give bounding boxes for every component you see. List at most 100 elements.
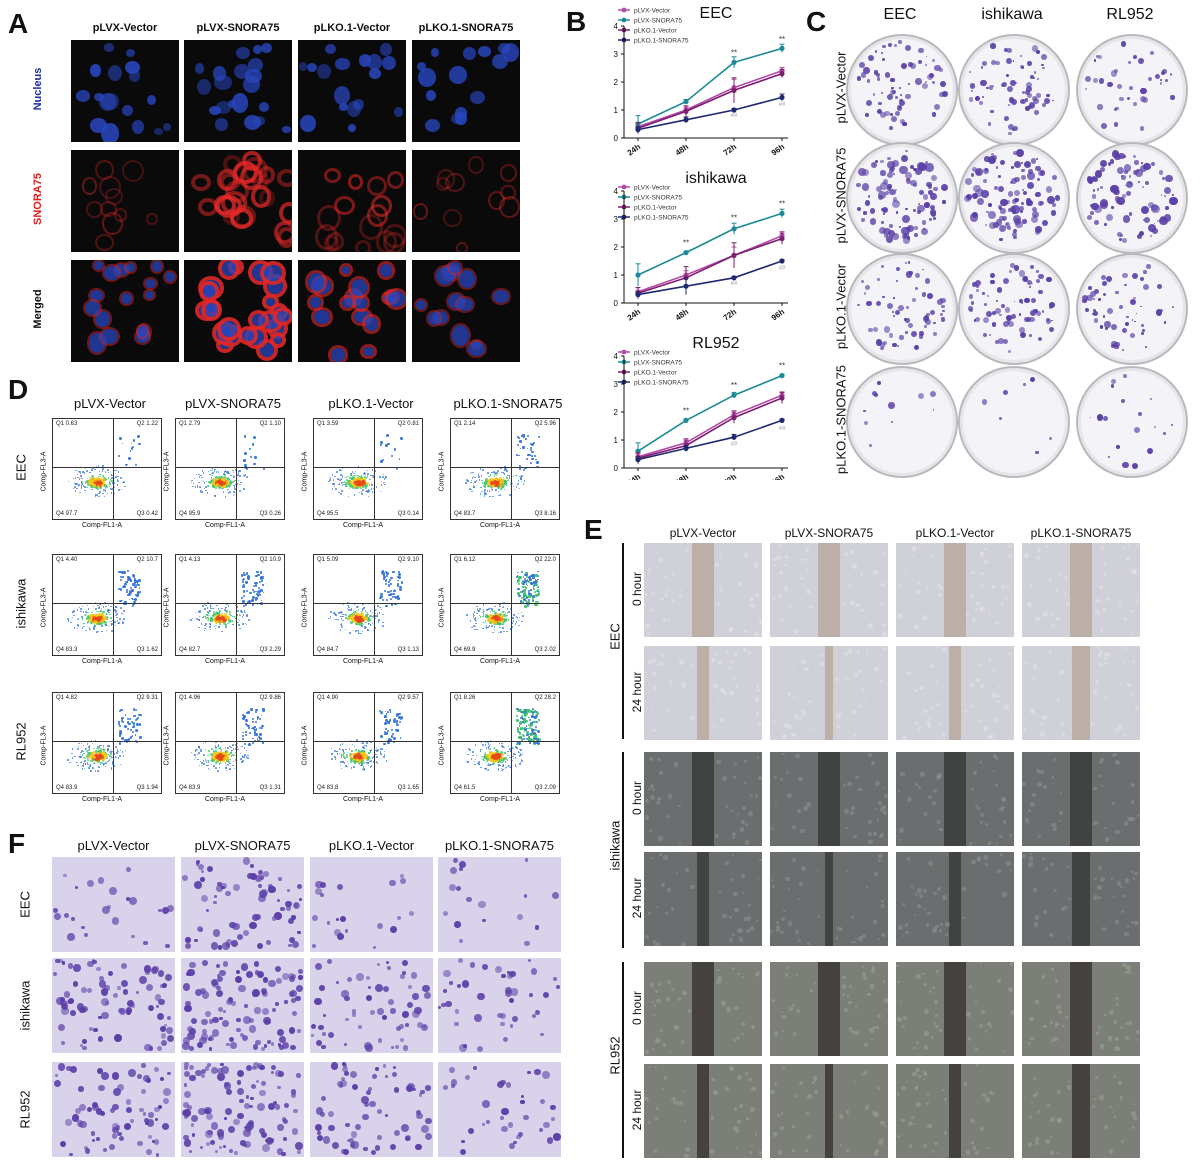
event-dot bbox=[518, 454, 521, 457]
event-dot bbox=[104, 471, 107, 473]
colony bbox=[880, 159, 884, 164]
event-dot bbox=[353, 472, 355, 475]
event-dot bbox=[233, 486, 236, 488]
colony bbox=[1122, 272, 1128, 278]
event-dot bbox=[237, 479, 240, 482]
event-dot bbox=[70, 621, 72, 624]
event-dot bbox=[77, 624, 79, 626]
cell-blob bbox=[310, 296, 321, 309]
colony bbox=[1030, 74, 1034, 79]
colony bbox=[896, 105, 903, 111]
event-dot bbox=[349, 620, 353, 624]
event-dot bbox=[473, 486, 475, 488]
event-dot bbox=[205, 480, 208, 483]
flow-plot: Q1 0.63 Q2 1.22 Q3 0.42 Q4 97.7 bbox=[52, 418, 162, 520]
event-dot bbox=[506, 470, 508, 472]
event-dot bbox=[117, 757, 119, 759]
colony bbox=[1124, 164, 1132, 172]
colony bbox=[930, 193, 937, 200]
panel-a-row-label: Nucleus bbox=[32, 67, 44, 111]
colony bbox=[940, 317, 946, 322]
event-dot bbox=[362, 486, 364, 488]
event-dot bbox=[516, 571, 519, 574]
event-dot bbox=[385, 476, 387, 478]
flow-plot: Q1 6.12 Q2 22.0 Q3 2.02 Q4 69.9 bbox=[450, 554, 560, 656]
quadrant-divider-vertical bbox=[511, 555, 513, 655]
event-dot bbox=[251, 720, 254, 723]
colony bbox=[863, 409, 866, 413]
event-dot bbox=[353, 766, 355, 768]
event-dot bbox=[230, 614, 232, 617]
event-dot bbox=[489, 480, 494, 485]
event-dot bbox=[134, 463, 138, 466]
event-dot bbox=[243, 459, 246, 462]
cell-blob bbox=[334, 196, 356, 216]
significance-mark: ## bbox=[731, 442, 738, 448]
event-dot bbox=[81, 616, 83, 618]
colony bbox=[1028, 169, 1033, 174]
colony bbox=[968, 70, 972, 74]
event-dot bbox=[399, 721, 402, 724]
event-dot bbox=[367, 762, 370, 764]
colony bbox=[1172, 306, 1174, 308]
event-dot bbox=[256, 594, 260, 597]
event-dot bbox=[217, 770, 219, 772]
event-dot bbox=[212, 484, 216, 488]
event-dot bbox=[75, 483, 77, 485]
panel-d-row-label: EEC bbox=[13, 454, 29, 481]
colony bbox=[887, 93, 894, 101]
event-dot bbox=[243, 747, 246, 749]
cell-blob bbox=[436, 177, 450, 192]
event-dot bbox=[371, 484, 373, 486]
event-dot bbox=[119, 763, 122, 765]
series-line bbox=[637, 47, 783, 125]
colony bbox=[909, 62, 917, 70]
cell-blob bbox=[334, 86, 350, 106]
micrograph-image bbox=[298, 260, 406, 362]
event-dot bbox=[380, 608, 383, 611]
cell-blob bbox=[251, 314, 265, 327]
colony bbox=[907, 261, 911, 264]
event-dot bbox=[204, 608, 206, 610]
event-dot bbox=[501, 478, 505, 482]
event-dot bbox=[117, 622, 119, 625]
event-dot bbox=[248, 447, 251, 450]
panel-d-col-header: pLVX-SNORA75 bbox=[185, 396, 281, 411]
event-dot bbox=[475, 619, 478, 622]
colony bbox=[895, 266, 901, 272]
event-dot bbox=[527, 589, 530, 592]
colony bbox=[1117, 197, 1125, 205]
event-dot bbox=[194, 611, 197, 614]
colony bbox=[1030, 282, 1033, 285]
event-dot bbox=[485, 747, 488, 749]
event-dot bbox=[398, 458, 401, 460]
colony bbox=[995, 308, 1002, 315]
colony bbox=[1141, 185, 1145, 189]
flow-plot: Q1 4.90 Q2 9.57 Q3 1.65 Q4 83.8 bbox=[313, 692, 423, 794]
event-dot bbox=[474, 481, 476, 483]
event-dot bbox=[193, 758, 196, 761]
event-dot bbox=[72, 477, 75, 480]
event-dot bbox=[88, 766, 90, 769]
colony bbox=[884, 72, 891, 79]
event-dot bbox=[139, 591, 142, 594]
flow-y-axis-label: Comp-FL3-A bbox=[301, 725, 309, 766]
event-dot bbox=[225, 626, 227, 628]
colony bbox=[905, 207, 908, 211]
colony bbox=[926, 312, 931, 317]
panel-a-row-label: Merged bbox=[32, 289, 44, 329]
event-dot bbox=[530, 461, 533, 464]
event-dot bbox=[234, 754, 236, 757]
cell-blob bbox=[347, 124, 356, 133]
colony bbox=[883, 227, 892, 236]
x-tick-label: 72h bbox=[722, 307, 739, 322]
cell-blob bbox=[128, 69, 141, 83]
event-dot bbox=[86, 480, 90, 484]
colony bbox=[1014, 176, 1020, 183]
event-dot bbox=[95, 608, 97, 610]
event-dot bbox=[101, 625, 103, 627]
event-dot bbox=[341, 490, 343, 492]
event-dot bbox=[488, 485, 490, 488]
colony bbox=[1042, 66, 1045, 70]
colony bbox=[1007, 86, 1014, 93]
